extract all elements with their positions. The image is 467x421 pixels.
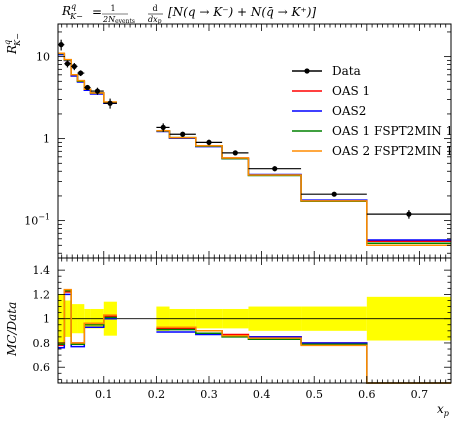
data-point xyxy=(366,210,451,219)
legend-entry: OAS2 xyxy=(292,104,366,118)
main-ylabel: RqK− xyxy=(3,33,22,55)
ratio-y-tick-label: 1.2 xyxy=(33,288,51,301)
data-point xyxy=(248,166,302,172)
ratio-series-oas-2-fspt2min-1 xyxy=(58,288,451,384)
title-lhs-sup: q xyxy=(71,2,76,11)
ratio-x-axis: 0.1 0.2 0.3 0.4 0.5 0.6 0.7 xyxy=(61,258,447,401)
ratio-x-tick-label: 0.1 xyxy=(95,388,113,401)
main-series-oas-2-fspt2min-1 xyxy=(58,52,451,247)
legend-label: OAS 1 xyxy=(332,84,370,98)
data-point xyxy=(222,150,249,156)
legend-label: OAS 1 FSPT2MIN 1 xyxy=(332,124,453,138)
legend: Data OAS 1 OAS2 OAS 1 FSPT2MIN 1 OAS 2 FSPT2… xyxy=(292,64,453,158)
ratio-x-tick-label: 0.4 xyxy=(253,388,271,401)
legend-entry: OAS 1 FSPT2MIN 1 xyxy=(292,124,453,138)
title-frac-den: 2N xyxy=(102,15,116,24)
legend-marker xyxy=(304,68,310,74)
ratio-y-tick-label: 1 xyxy=(43,313,50,326)
data-point xyxy=(58,39,65,51)
ratio-x-tick-label: 0.3 xyxy=(200,388,218,401)
ratio-x-tick-label: 0.7 xyxy=(411,388,429,401)
data-point xyxy=(84,84,91,91)
plot-title: Rq K− = 1 2Nevents d dxp [N(q → K⁻) + N(q… xyxy=(61,2,316,25)
main-y-tick-label: 10−1 xyxy=(24,213,50,228)
ratio-x-tick-label: 0.6 xyxy=(358,388,376,401)
svg-text:2Nevents: 2Nevents xyxy=(102,15,135,25)
title-bracket-expr: [N(q → K⁻) + N(q̄ → K⁺)] xyxy=(168,5,316,19)
legend-label: Data xyxy=(332,64,361,78)
main-panel: 10−1 1 10 RqK− xyxy=(3,23,452,259)
legend-entry: OAS 2 FSPT2MIN 1 xyxy=(292,144,453,158)
data-point xyxy=(301,191,367,197)
legend-entry: OAS 1 xyxy=(292,84,370,98)
ratio-y-tick-label: 1.4 xyxy=(33,264,51,277)
ratio-ylabel: MC/Data xyxy=(5,302,19,357)
main-y-tick-label: 10 xyxy=(36,51,50,64)
title-eq: = xyxy=(92,5,102,19)
main-data-points xyxy=(58,39,451,219)
title-lhs: R xyxy=(61,4,71,18)
title-deriv-num: d xyxy=(152,4,157,13)
data-point xyxy=(169,131,196,137)
legend-label: OAS2 xyxy=(332,104,366,118)
svg-text:dxp: dxp xyxy=(148,15,162,25)
ratio-y-tick-label: 0.8 xyxy=(33,337,51,350)
ratio-x-tick-label: 0.5 xyxy=(305,388,323,401)
title-lhs-sub: K− xyxy=(69,12,83,21)
data-point xyxy=(77,70,85,77)
data-point xyxy=(64,60,72,68)
title-deriv-den: dx xyxy=(148,15,158,24)
data-point xyxy=(90,87,104,95)
title-frac-den-sub: events xyxy=(115,18,135,25)
ratio-xlabel: xp xyxy=(437,402,449,418)
svg-text:RqK−: Rq K− xyxy=(61,2,83,21)
legend-entry: Data xyxy=(292,64,361,78)
main-mc-lines xyxy=(58,52,451,247)
ratio-y-tick-label: 0.6 xyxy=(33,361,51,374)
main-y-tick-label: 1 xyxy=(43,133,50,146)
ratio-frame xyxy=(57,257,452,384)
main-y-axis: 10−1 1 10 xyxy=(24,31,451,254)
legend-label: OAS 2 FSPT2MIN 1 xyxy=(332,144,453,158)
data-point xyxy=(195,139,223,146)
main-frame xyxy=(57,23,452,259)
ratio-mc-lines xyxy=(58,288,451,384)
data-point xyxy=(71,63,78,71)
ratio-y-axis: 0.6 0.8 1 1.2 1.4 xyxy=(33,264,451,380)
main-x-ticks xyxy=(61,24,447,258)
data-point xyxy=(103,98,117,109)
title-deriv-den-sub: p xyxy=(158,18,162,25)
ratio-x-tick-label: 0.2 xyxy=(148,388,166,401)
ratio-panel: 0.6 0.8 1 1.2 1.4 0.1 0.2 0.3 0.4 0.5 0.6 0.7 MC/D… xyxy=(5,257,452,418)
title-frac-num: 1 xyxy=(110,4,115,13)
data-point xyxy=(156,123,170,132)
